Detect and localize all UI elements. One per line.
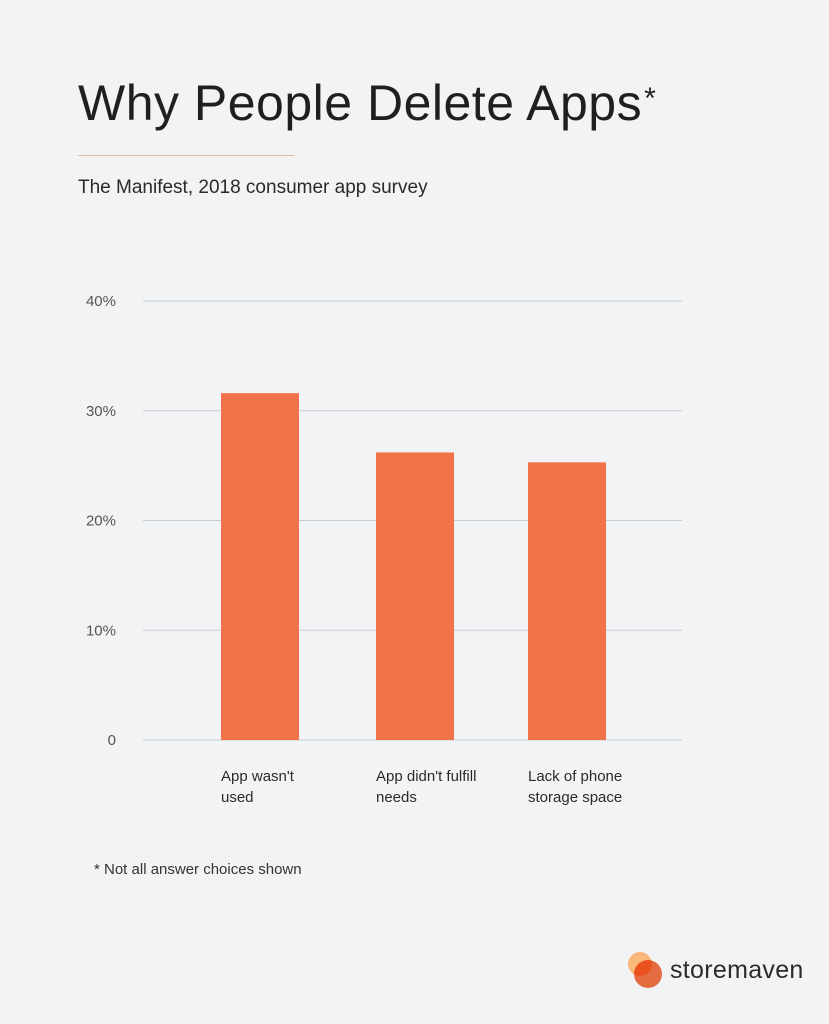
y-tick-label: 30% [86, 403, 116, 420]
chart-title-text: Why People Delete Apps [78, 75, 643, 131]
x-tick-label: App wasn't [221, 768, 295, 785]
x-tick-label: Lack of phone [528, 768, 622, 785]
storemaven-logo-icon [626, 952, 662, 988]
y-tick-label: 0 [108, 732, 116, 749]
bar-chart: 0 10% 20% 30% 40% App wasn't used App didn't fu… [86, 293, 682, 806]
footnote: * Not all answer choices shown [94, 861, 302, 878]
bar [376, 452, 454, 740]
x-tick-label: used [221, 789, 254, 806]
y-tick-label: 10% [86, 622, 116, 639]
chart-title: Why People Delete Apps* [78, 74, 656, 132]
y-tick-label: 20% [86, 513, 116, 530]
y-tick-label: 40% [86, 293, 116, 310]
bar [221, 393, 299, 740]
brand-mark: storemaven [626, 952, 804, 988]
bar [528, 462, 606, 740]
title-divider [78, 155, 294, 156]
chart-subtitle: The Manifest, 2018 consumer app survey [78, 177, 428, 198]
x-tick-label: storage space [528, 789, 622, 806]
title-asterisk: * [644, 82, 657, 115]
x-tick-label: App didn't fulfill [376, 768, 476, 785]
x-tick-label: needs [376, 789, 417, 806]
brand-name: storemaven [670, 955, 804, 984]
